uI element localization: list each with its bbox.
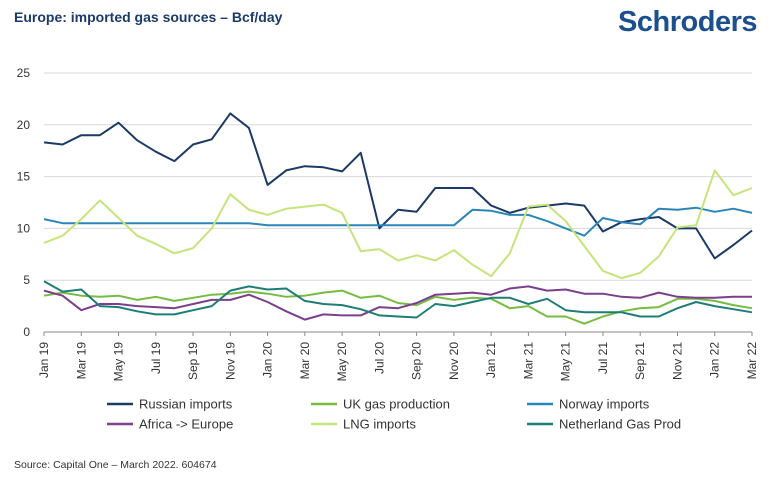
y-tick-label: 10 [17,221,31,235]
x-tick-label: Sep 20 [410,342,424,380]
legend-item-africa-europe: Africa -> Europe [107,417,233,432]
x-tick-label: May 21 [559,342,573,382]
x-axis: Jan 19 Mar 19 May 19 Jul 19 Sep 19 Nov 19 Jan … [37,332,759,381]
legend-item-netherland-gas-prod: Netherland Gas Prod [527,417,681,432]
y-tick-label: 25 [17,66,31,80]
chart-legend: Russian imports UK gas production Norway i… [107,397,681,432]
x-tick-label: May 20 [335,342,349,382]
x-tick-label: Mar 20 [298,342,312,380]
series-line-lng-imports [43,169,753,280]
x-tick-label: Jan 19 [37,342,51,378]
y-tick-label: 5 [23,273,30,287]
x-tick-label: Mar 22 [745,342,759,380]
x-tick-label: Jan 21 [484,342,498,378]
legend-item-lng-imports: LNG imports [311,417,416,432]
x-tick-label: Mar 21 [521,342,535,380]
x-tick-label: May 19 [112,342,126,382]
legend-label: Norway imports [559,397,650,412]
legend-label: Africa -> Europe [139,417,233,432]
x-tick-label: Jul 19 [149,342,163,374]
series-line-netherland-gas-prod [43,280,753,319]
x-tick-label: Jul 20 [372,342,386,374]
x-tick-label: Nov 21 [670,342,684,380]
chart-title: Europe: imported gas sources – Bcf/day [14,9,283,25]
series-line-uk-gas-production [43,289,753,325]
legend-item-norway-imports: Norway imports [527,397,650,412]
x-tick-label: Sep 21 [633,342,647,380]
y-tick-label: 15 [17,170,31,184]
series-line-norway-imports [43,206,753,237]
source-note: Source: Capital One – March 2022. 604674 [14,459,217,471]
x-tick-label: Sep 19 [186,342,200,380]
legend-item-russian-imports: Russian imports [107,397,233,412]
x-tick-label: Jul 21 [596,342,610,374]
x-tick-label: Jan 22 [708,342,722,378]
legend-label: LNG imports [343,417,416,432]
x-tick-label: Nov 19 [223,342,237,380]
x-tick-label: Nov 20 [447,342,461,380]
chart-series [43,112,753,325]
y-axis: 0 5 10 15 20 25 [17,66,31,339]
series-line-africa-europe [43,285,752,321]
legend-label: Netherland Gas Prod [559,417,681,432]
y-tick-label: 0 [23,325,30,339]
legend-item-uk-gas-production: UK gas production [311,397,450,412]
legend-label: UK gas production [343,397,450,412]
y-tick-label: 20 [17,118,31,132]
legend-label: Russian imports [139,397,233,412]
x-tick-label: Jan 20 [261,342,275,378]
brand-logo: Schroders [618,6,757,38]
series-line-russian-imports [43,112,753,260]
chart-grid [44,72,752,333]
x-tick-label: Mar 19 [74,342,88,380]
